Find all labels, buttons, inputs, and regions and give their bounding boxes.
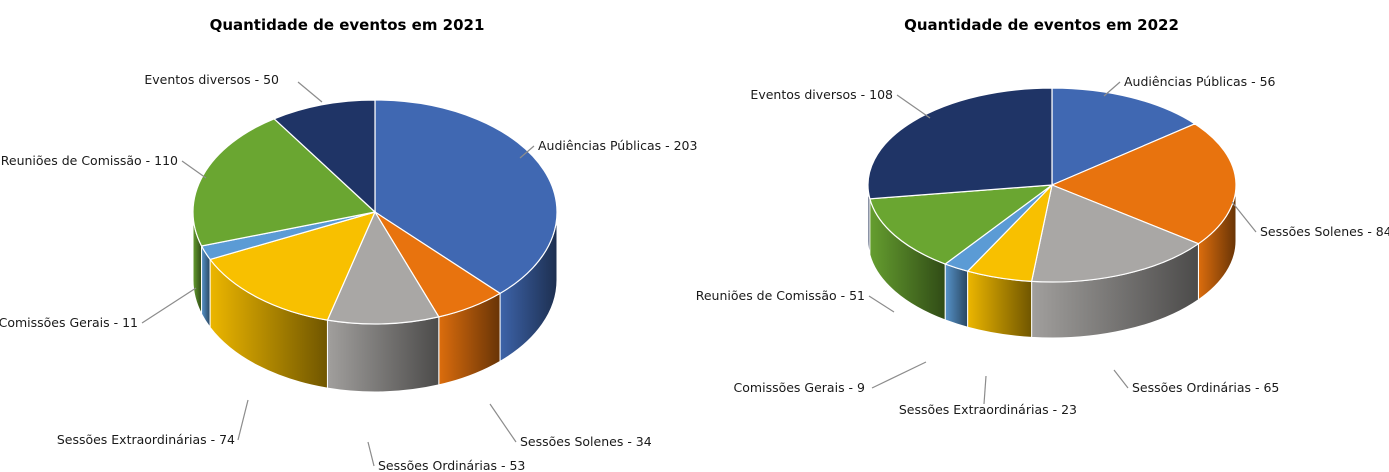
- leader-line: [1113, 369, 1129, 389]
- pie-slice-sess-es-ordin-rias: [326, 210, 440, 325]
- leader-line: [871, 361, 927, 389]
- slice-label: Sessões Solenes - 34: [520, 434, 652, 449]
- leader-line: [896, 94, 931, 119]
- pie-slice-sess-es-extraordin-rias: [209, 211, 377, 321]
- leader-line: [297, 81, 323, 103]
- slice-label: Audiências Públicas - 56: [1124, 74, 1276, 89]
- slice-label: Sessões Ordinárias - 65: [1132, 380, 1279, 395]
- leader-line: [237, 399, 249, 441]
- slice-label: Reuniões de Comissão - 110: [1, 153, 178, 168]
- pie-slice-reuni-es-de-comiss-o: [192, 118, 377, 247]
- leader-line: [868, 295, 895, 313]
- pie-slice-eventos-diversos: [273, 99, 376, 214]
- slice-label: Eventos diversos - 50: [144, 72, 279, 87]
- pie-chart-2021: Quantidade de eventos em 2021 Audiências…: [0, 0, 697, 472]
- slice-label: Audiências Públicas - 203: [538, 138, 697, 153]
- pie-chart-2022-svg: Audiências Públicas - 56 Sessões Solenes …: [696, 74, 1389, 417]
- chart-title-2022: Quantidade de eventos em 2022: [904, 16, 1179, 34]
- leader-line: [1231, 201, 1257, 233]
- leader-line: [489, 403, 517, 443]
- slice-label: Sessões Ordinárias - 53: [378, 458, 525, 472]
- slice-label: Reuniões de Comissão - 51: [696, 288, 865, 303]
- leader-line: [519, 145, 535, 159]
- slice-label: Sessões Extraordinárias - 23: [899, 402, 1077, 417]
- leader-line: [141, 287, 197, 324]
- leader-line: [983, 375, 987, 405]
- slice-label: Sessões Solenes - 84: [1260, 224, 1389, 239]
- pie-side-comiss-es-gerais: [944, 263, 969, 328]
- slice-label: Eventos diversos - 108: [750, 87, 893, 102]
- leader-line: [181, 160, 207, 179]
- leader-line: [1103, 81, 1121, 97]
- pie-slice-audi-ncias-p-blicas: [374, 99, 558, 295]
- pie-chart-2021-svg: Audiências Públicas - 203 Sessões Solenes…: [0, 72, 697, 472]
- pie-chart-2022: Quantidade de eventos em 2022 Audiências…: [694, 0, 1389, 472]
- pie-side-sess-es-ordin-rias: [326, 316, 440, 393]
- pie-slice-audi-ncias-p-blicas: [1051, 87, 1197, 186]
- slice-label: Sessões Extraordinárias - 74: [57, 432, 235, 447]
- chart-title-2021: Quantidade de eventos em 2021: [209, 16, 485, 34]
- slice-label: Comissões Gerais - 9: [734, 380, 865, 395]
- slice-label: Comissões Gerais - 11: [0, 315, 138, 330]
- leader-line: [367, 441, 375, 467]
- pie-slice-eventos-diversos: [867, 87, 1053, 200]
- pie-slice-sess-es-solenes: [1050, 123, 1237, 245]
- pie-slice-sess-es-ordin-rias: [1030, 184, 1200, 283]
- pie-slice-reuni-es-de-comiss-o: [869, 184, 1055, 265]
